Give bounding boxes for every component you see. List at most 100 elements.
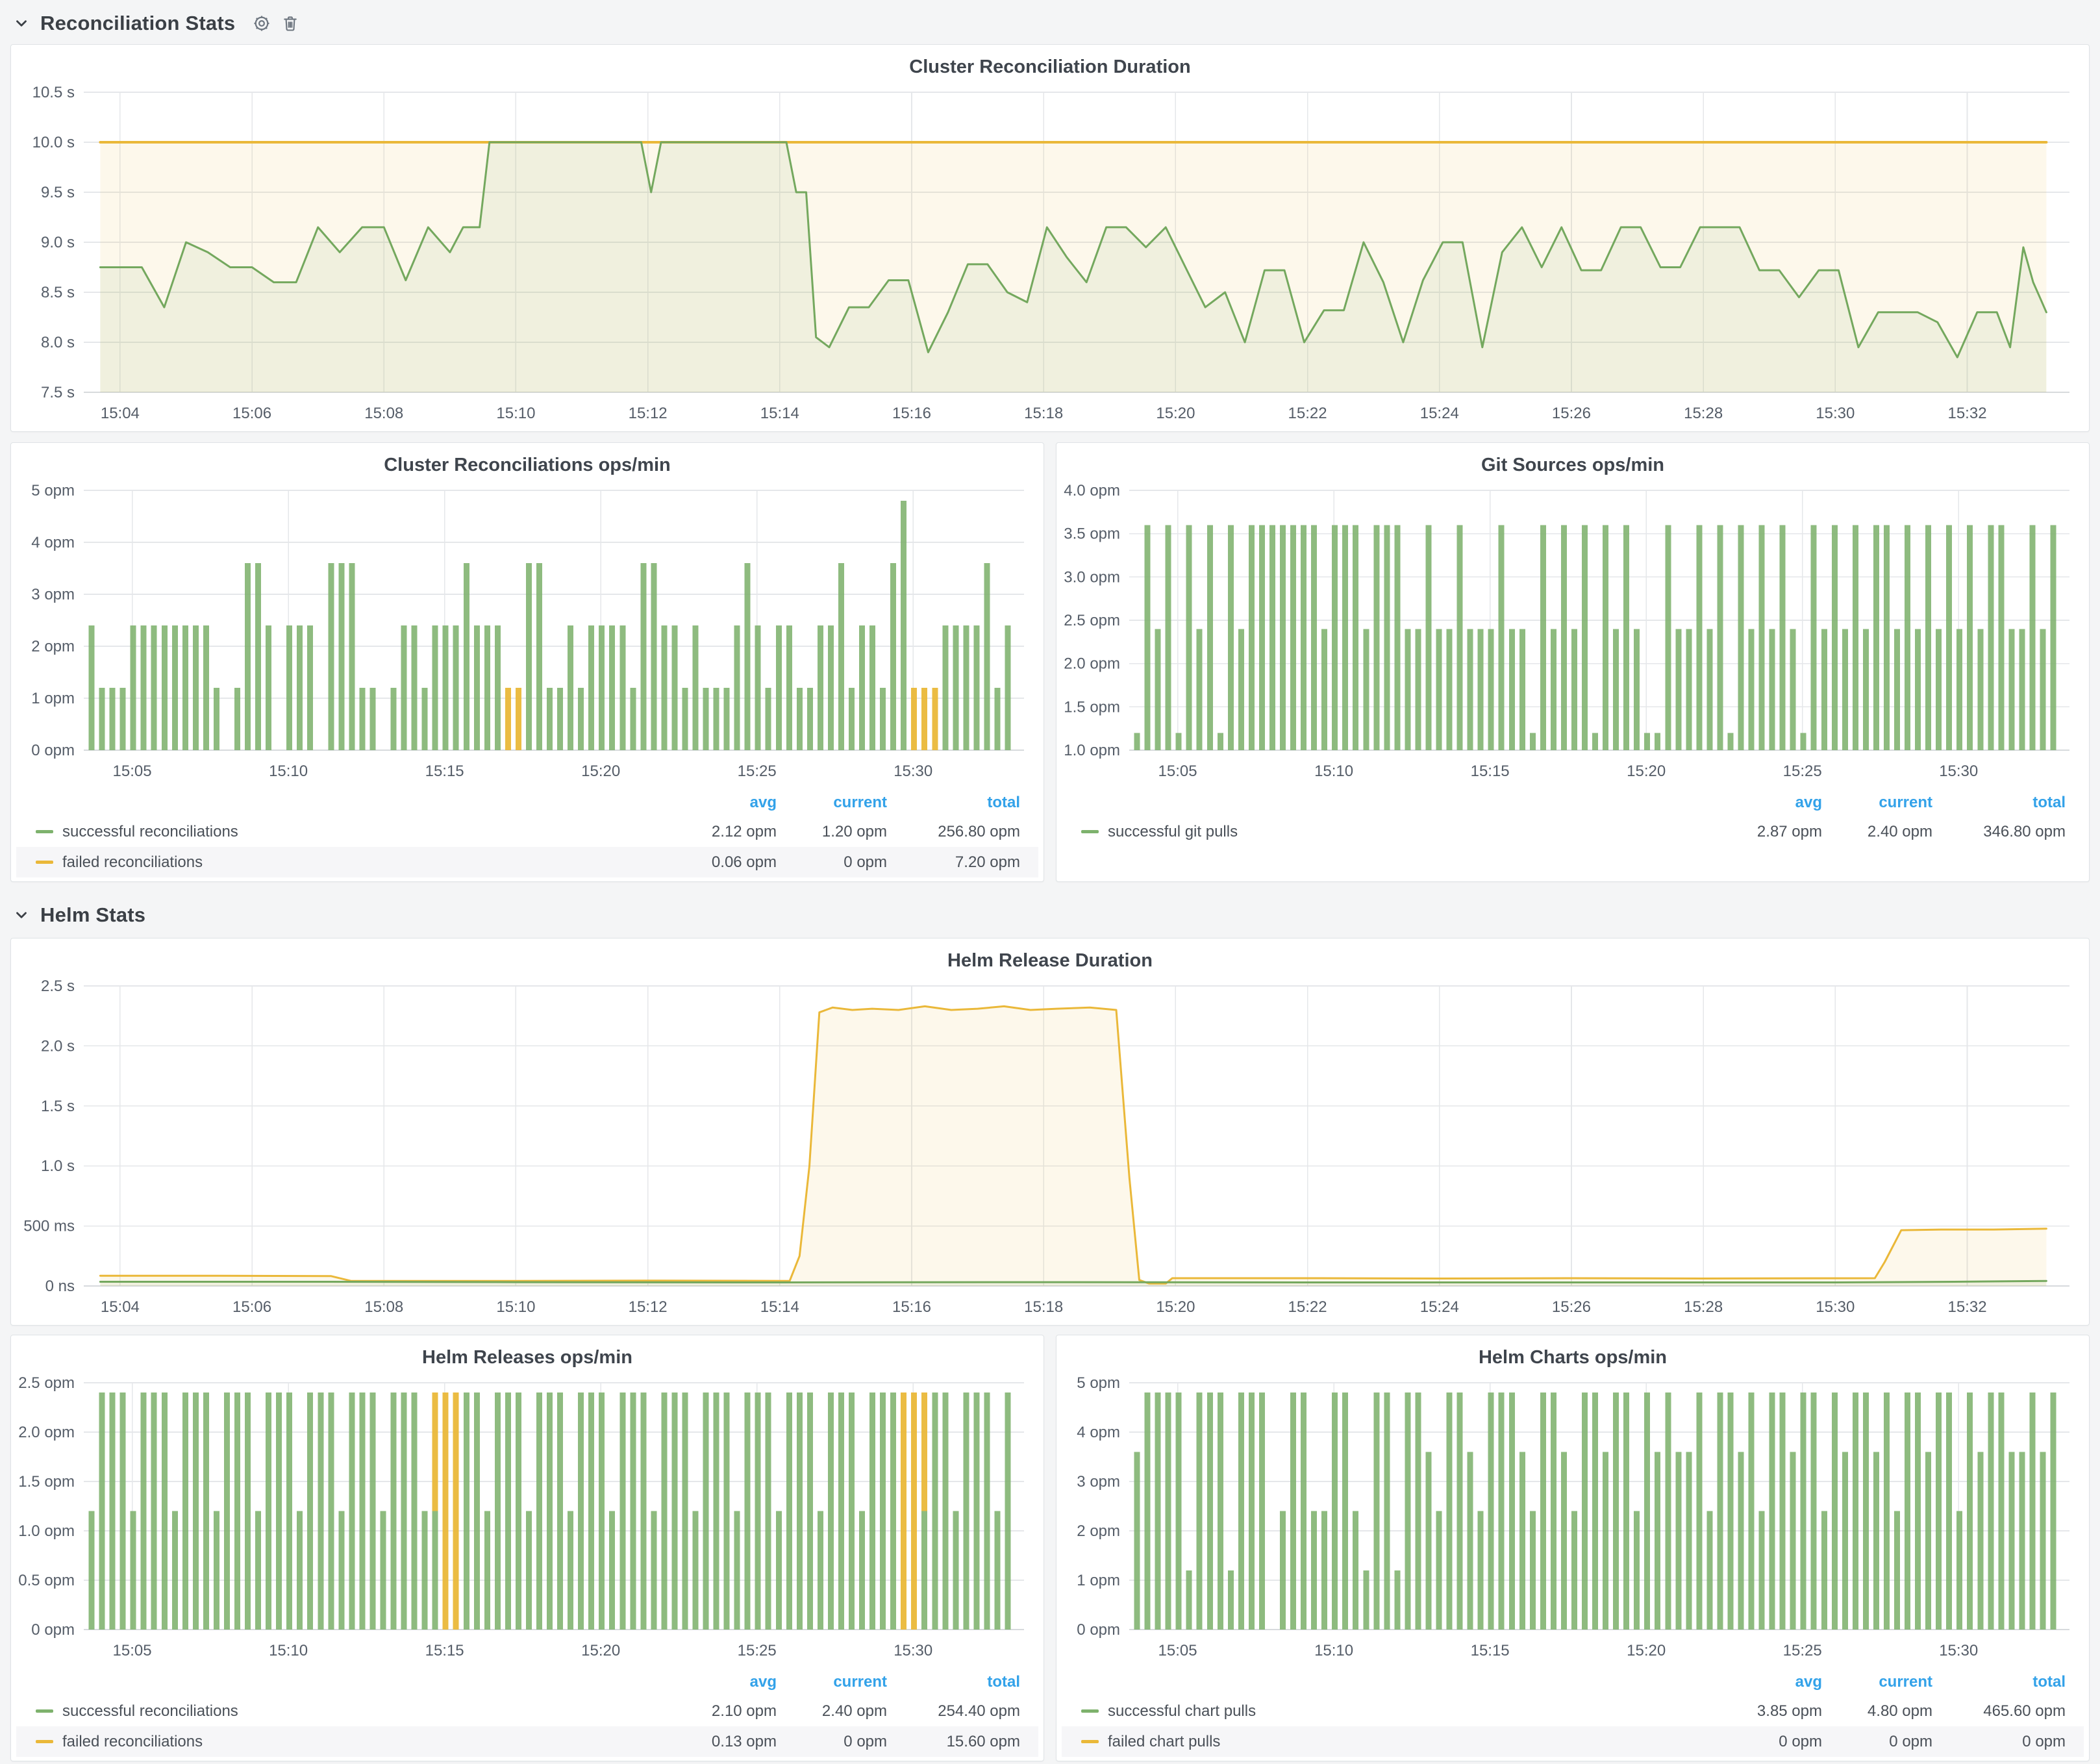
legend-value-avg: 0.13 opm [711, 1732, 777, 1750]
legend-value-current: 1.20 opm [821, 822, 887, 840]
svg-text:2.5 s: 2.5 s [41, 977, 75, 995]
svg-text:15:12: 15:12 [629, 405, 668, 422]
legend-series-toggle[interactable]: failed chart pulls [1081, 1733, 1712, 1751]
legend-series-toggle[interactable]: successful git pulls [1081, 823, 1712, 841]
svg-text:15:04: 15:04 [101, 1298, 140, 1316]
svg-text:15:20: 15:20 [1627, 1642, 1666, 1659]
panel-helm-charts-opm: Helm Charts ops/min 15:05 15:10 15:15 15:20… [1056, 1335, 2090, 1761]
panel-title-helm-charts-opm[interactable]: Helm Charts ops/min [1478, 1347, 1668, 1368]
svg-text:15:10: 15:10 [269, 762, 308, 780]
section-header-reconciliation-stats: Reconciliation Stats [10, 6, 2090, 40]
svg-text:15:16: 15:16 [892, 405, 931, 422]
legend-header-row: avg current total [16, 789, 1038, 816]
legend-column-avg[interactable]: avg [1795, 1673, 1822, 1691]
legend-column-total[interactable]: total [987, 1673, 1020, 1691]
svg-text:15:15: 15:15 [425, 1642, 464, 1659]
legend-series-toggle[interactable]: successful reconciliations [36, 823, 666, 841]
svg-text:3 opm: 3 opm [31, 586, 75, 603]
legend-value-total: 254.40 opm [938, 1702, 1020, 1720]
legend-value-current: 2.40 opm [821, 1702, 887, 1720]
svg-text:15:10: 15:10 [496, 405, 535, 422]
legend-value-current: 0 opm [844, 853, 887, 871]
legend-column-current[interactable]: current [1879, 1673, 1932, 1691]
section-collapse-helm-stats[interactable]: Helm Stats [10, 903, 145, 927]
legend-helm-charts: avg current total successful chart pulls 3.8… [1062, 1669, 2084, 1757]
panel-title-helm-release-duration[interactable]: Helm Release Duration [947, 950, 1153, 971]
bar-plot-git-sources[interactable]: 15:05 15:10 15:15 15:20 15:25 15:30 1.0 opm 1.5… [1062, 481, 2084, 785]
trash-icon[interactable] [279, 12, 301, 34]
svg-text:15:15: 15:15 [425, 762, 464, 780]
svg-text:10.5 s: 10.5 s [32, 84, 75, 101]
svg-text:4 opm: 4 opm [1077, 1424, 1120, 1441]
svg-text:2.0 s: 2.0 s [41, 1037, 75, 1055]
svg-text:15:14: 15:14 [760, 405, 799, 422]
legend-series-toggle[interactable]: failed reconciliations [36, 853, 666, 872]
series-color-dash-icon [36, 1709, 53, 1713]
svg-text:15:10: 15:10 [269, 1642, 308, 1659]
svg-text:1.5 opm: 1.5 opm [1064, 698, 1120, 716]
legend-value-avg: 0.06 opm [711, 853, 777, 871]
svg-text:15:06: 15:06 [232, 405, 271, 422]
svg-text:2 opm: 2 opm [1077, 1522, 1120, 1540]
legend-series-toggle[interactable]: successful chart pulls [1081, 1702, 1712, 1720]
chevron-down-icon [10, 904, 32, 926]
legend-value-current: 0 opm [844, 1732, 887, 1750]
svg-text:500 ms: 500 ms [23, 1218, 75, 1235]
legend-series-toggle[interactable]: successful reconciliations [36, 1702, 666, 1720]
legend-column-total[interactable]: total [2032, 1673, 2066, 1691]
legend-column-total[interactable]: total [987, 794, 1020, 811]
legend-column-current[interactable]: current [833, 794, 887, 811]
time-series-plot-cluster-reconciliation-duration[interactable]: 15:04 15:06 15:08 15:10 15:12 15:14 15:16 15:18… [16, 83, 2084, 427]
legend-column-total[interactable]: total [2032, 794, 2066, 811]
svg-text:0.5 opm: 0.5 opm [18, 1572, 75, 1589]
legend-column-avg[interactable]: avg [749, 1673, 777, 1691]
svg-text:15:24: 15:24 [1420, 1298, 1459, 1316]
svg-text:15:10: 15:10 [1314, 1642, 1353, 1659]
svg-text:15:32: 15:32 [1947, 405, 1986, 422]
svg-text:15:28: 15:28 [1684, 405, 1723, 422]
svg-text:15:30: 15:30 [1816, 1298, 1855, 1316]
svg-text:15:25: 15:25 [738, 1642, 777, 1659]
legend-series-toggle[interactable]: failed reconciliations [36, 1733, 666, 1751]
svg-text:15:05: 15:05 [1158, 762, 1197, 780]
legend-column-avg[interactable]: avg [749, 794, 777, 811]
svg-text:15:08: 15:08 [364, 1298, 403, 1316]
svg-text:0 opm: 0 opm [31, 1621, 75, 1639]
panel-title-helm-releases-opm[interactable]: Helm Releases ops/min [422, 1347, 632, 1368]
legend-series-label: successful reconciliations [62, 1702, 238, 1720]
svg-text:15:20: 15:20 [1156, 405, 1195, 422]
svg-text:15:18: 15:18 [1024, 405, 1063, 422]
svg-text:8.5 s: 8.5 s [41, 284, 75, 301]
panel-title-git-sources-opm[interactable]: Git Sources ops/min [1481, 455, 1664, 475]
svg-text:15:26: 15:26 [1552, 405, 1591, 422]
svg-text:4 opm: 4 opm [31, 534, 75, 551]
legend-value-avg: 3.85 opm [1756, 1702, 1822, 1720]
bar-plot-helm-charts[interactable]: 15:05 15:10 15:15 15:20 15:25 15:30 0 opm 1 opm… [1062, 1374, 2084, 1665]
series-color-dash-icon [36, 861, 53, 864]
time-series-plot-helm-release-duration[interactable]: 15:04 15:06 15:08 15:10 15:12 15:14 15:16 15:18… [16, 977, 2084, 1321]
bar-plot-helm-releases[interactable]: 15:05 15:10 15:15 15:20 15:25 15:30 0 opm 0.5 o… [16, 1374, 1038, 1665]
legend-column-current[interactable]: current [833, 1673, 887, 1691]
series-color-dash-icon [1081, 830, 1099, 833]
gear-icon[interactable] [251, 12, 273, 34]
legend-row: successful chart pulls 3.85 opm 4.80 opm 46… [1062, 1696, 2084, 1726]
legend-value-current: 0 opm [1889, 1732, 1932, 1750]
series-color-dash-icon [36, 830, 53, 833]
legend-value-total: 256.80 opm [938, 822, 1020, 840]
chevron-down-icon [10, 12, 32, 34]
panel-title-cluster-reconciliations-opm[interactable]: Cluster Reconciliations ops/min [384, 455, 671, 475]
svg-text:2 opm: 2 opm [31, 638, 75, 655]
legend-column-avg[interactable]: avg [1795, 794, 1822, 811]
svg-text:3.0 opm: 3.0 opm [1064, 568, 1120, 586]
svg-text:4.0 opm: 4.0 opm [1064, 482, 1120, 499]
section-collapse-reconciliation-stats[interactable]: Reconciliation Stats [10, 12, 235, 35]
legend-column-current[interactable]: current [1879, 794, 1932, 811]
legend-row: successful git pulls 2.87 opm 2.40 opm 346.… [1062, 816, 2084, 847]
bar-plot-cluster-reconciliations[interactable]: 15:05 15:10 15:15 15:20 15:25 15:30 0 opm 1 opm… [16, 481, 1038, 785]
svg-text:1 opm: 1 opm [31, 690, 75, 707]
section-title: Reconciliation Stats [40, 12, 236, 34]
svg-text:5 opm: 5 opm [31, 482, 75, 499]
svg-text:15:22: 15:22 [1288, 1298, 1327, 1316]
panel-title-cluster-reconciliation-duration[interactable]: Cluster Reconciliation Duration [909, 57, 1191, 77]
